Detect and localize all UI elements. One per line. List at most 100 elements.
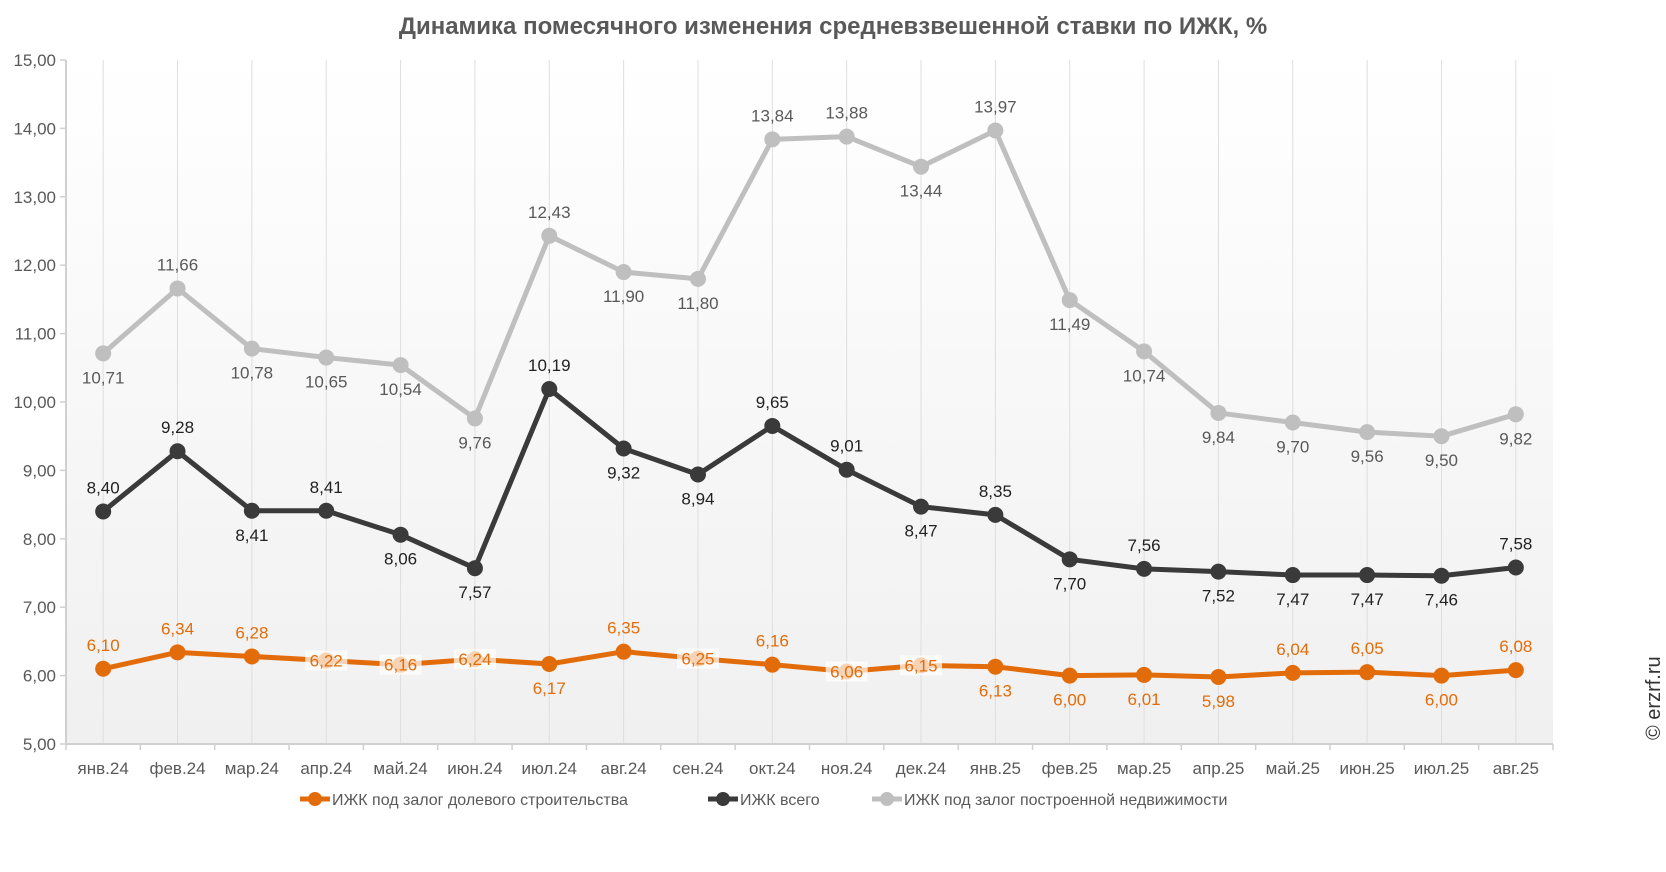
data-point bbox=[1359, 664, 1376, 681]
label-bg bbox=[379, 654, 422, 675]
data-point bbox=[838, 128, 855, 145]
label-bg bbox=[900, 655, 943, 676]
data-label: 7,52 bbox=[1202, 587, 1235, 606]
data-label: 13,44 bbox=[900, 182, 943, 201]
data-label: 6,16 bbox=[756, 632, 789, 651]
data-point bbox=[1210, 563, 1227, 580]
data-point bbox=[689, 270, 706, 287]
y-tick-label: 14,00 bbox=[13, 119, 56, 138]
data-label: 9,50 bbox=[1425, 451, 1458, 470]
data-label: 8,41 bbox=[310, 478, 343, 497]
x-tick-label: июн.24 bbox=[447, 759, 502, 778]
data-point bbox=[1061, 292, 1078, 309]
data-point bbox=[169, 443, 186, 460]
data-point bbox=[987, 122, 1004, 139]
data-label: 12,43 bbox=[528, 203, 571, 222]
data-point bbox=[1507, 406, 1524, 423]
data-label: 6,15 bbox=[904, 656, 937, 675]
data-label: 13,88 bbox=[825, 104, 868, 123]
data-point bbox=[541, 655, 558, 672]
data-label: 7,57 bbox=[458, 583, 491, 602]
legend-marker bbox=[716, 792, 730, 806]
data-point bbox=[615, 264, 632, 281]
x-tick-label: апр.24 bbox=[300, 759, 352, 778]
data-label: 6,34 bbox=[161, 619, 194, 638]
data-label: 6,25 bbox=[681, 650, 714, 669]
data-label: 10,78 bbox=[231, 364, 274, 383]
data-point bbox=[95, 660, 112, 677]
label-bg bbox=[305, 650, 348, 671]
data-label: 6,24 bbox=[458, 650, 491, 669]
y-tick-label: 13,00 bbox=[13, 188, 56, 207]
data-point bbox=[913, 158, 930, 175]
data-label: 7,47 bbox=[1276, 590, 1309, 609]
data-label: 6,00 bbox=[1425, 691, 1458, 710]
x-tick-label: янв.24 bbox=[78, 759, 129, 778]
x-tick-label: авг.24 bbox=[601, 759, 647, 778]
data-point bbox=[1507, 559, 1524, 576]
y-tick-label: 7,00 bbox=[23, 598, 56, 617]
x-tick-label: июн.25 bbox=[1339, 759, 1394, 778]
data-label: 9,01 bbox=[830, 437, 863, 456]
data-label: 8,40 bbox=[87, 478, 120, 497]
x-tick-label: мар.25 bbox=[1117, 759, 1171, 778]
data-label: 6,10 bbox=[87, 636, 120, 655]
x-tick-label: сен.24 bbox=[672, 759, 723, 778]
data-label: 8,06 bbox=[384, 550, 417, 569]
x-tick-label: фев.25 bbox=[1042, 759, 1098, 778]
data-point bbox=[1284, 567, 1301, 584]
x-tick-label: июл.24 bbox=[522, 759, 577, 778]
data-label: 6,17 bbox=[533, 679, 566, 698]
data-point bbox=[1433, 428, 1450, 445]
data-point bbox=[1433, 667, 1450, 684]
label-bg bbox=[676, 648, 719, 669]
data-label: 6,13 bbox=[979, 682, 1012, 701]
data-label: 7,47 bbox=[1351, 590, 1384, 609]
data-point bbox=[987, 506, 1004, 523]
data-point bbox=[169, 280, 186, 297]
data-point bbox=[913, 498, 930, 515]
data-label: 6,06 bbox=[830, 662, 863, 681]
data-point bbox=[987, 658, 1004, 675]
watermark: © erzrf.ru bbox=[1643, 656, 1665, 740]
chart-title: Динамика помесячного изменения средневзв… bbox=[399, 13, 1267, 40]
data-label: 8,41 bbox=[235, 526, 268, 545]
data-point bbox=[1210, 668, 1227, 685]
data-point bbox=[838, 461, 855, 478]
data-point bbox=[1136, 666, 1153, 683]
data-label: 6,01 bbox=[1128, 690, 1161, 709]
x-tick-label: май.24 bbox=[373, 759, 427, 778]
data-label: 6,08 bbox=[1499, 637, 1532, 656]
x-tick-label: май.25 bbox=[1266, 759, 1320, 778]
y-tick-label: 15,00 bbox=[13, 51, 56, 70]
data-label: 7,56 bbox=[1128, 536, 1161, 555]
data-label: 9,65 bbox=[756, 393, 789, 412]
data-label: 10,71 bbox=[82, 368, 125, 387]
data-label: 13,84 bbox=[751, 106, 794, 125]
data-point bbox=[1359, 424, 1376, 441]
data-label: 11,49 bbox=[1049, 315, 1090, 334]
x-tick-label: апр.25 bbox=[1193, 759, 1245, 778]
data-point bbox=[541, 381, 558, 398]
data-point bbox=[243, 502, 260, 519]
series-line-2 bbox=[101, 127, 1517, 439]
data-point bbox=[318, 349, 335, 366]
data-label: 6,35 bbox=[607, 619, 640, 638]
data-point bbox=[615, 643, 632, 660]
x-tick-label: фев.24 bbox=[149, 759, 205, 778]
x-tick-label: ноя.24 bbox=[821, 759, 873, 778]
data-point bbox=[243, 340, 260, 357]
data-label: 7,70 bbox=[1053, 574, 1086, 593]
data-label: 10,65 bbox=[305, 373, 348, 392]
data-point bbox=[1433, 567, 1450, 584]
data-point bbox=[1136, 560, 1153, 577]
data-label: 8,35 bbox=[979, 482, 1012, 501]
data-point bbox=[1284, 414, 1301, 431]
x-tick-label: авг.25 bbox=[1493, 759, 1539, 778]
y-tick-label: 8,00 bbox=[23, 530, 56, 549]
data-point bbox=[1284, 664, 1301, 681]
label-bg bbox=[453, 649, 496, 670]
data-point bbox=[1210, 404, 1227, 421]
data-point bbox=[466, 410, 483, 427]
